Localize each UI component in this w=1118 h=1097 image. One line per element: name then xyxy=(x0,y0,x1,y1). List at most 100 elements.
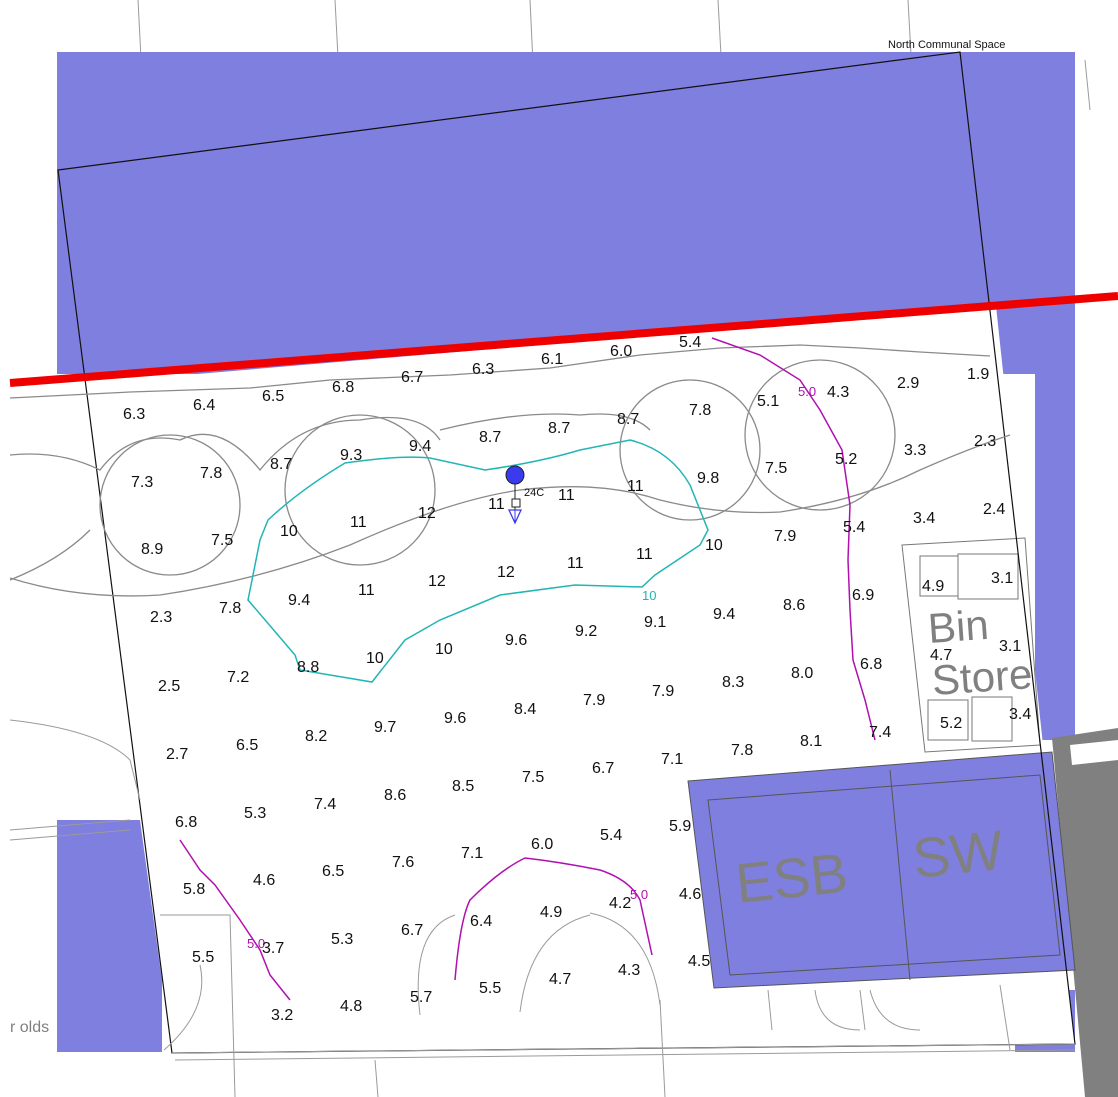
grid-value: 10 xyxy=(435,641,453,658)
red-boundary-line xyxy=(9,292,1118,387)
grid-value: 4.6 xyxy=(253,872,275,889)
grid-value: 1.9 xyxy=(967,366,989,383)
grid-value: 7.4 xyxy=(314,796,336,813)
grid-value: 6.4 xyxy=(193,397,215,414)
grid-value: 3.2 xyxy=(271,1007,293,1024)
grid-value: 11 xyxy=(358,582,375,599)
grid-value: 12 xyxy=(497,564,515,581)
grid-value: 2.4 xyxy=(983,501,1005,518)
grid-value: 4.7 xyxy=(930,647,952,664)
grid-value: 6.8 xyxy=(175,814,197,831)
grid-value: 6.8 xyxy=(860,656,882,673)
grid-value: 4.8 xyxy=(340,998,362,1015)
grid-value: 5.4 xyxy=(679,334,701,351)
grid-value: 8.7 xyxy=(479,429,501,446)
grid-value: 5.8 xyxy=(183,881,205,898)
grid-value: 5.4 xyxy=(600,827,622,844)
substation-block xyxy=(687,751,1076,989)
grid-value: 9.6 xyxy=(505,632,527,649)
grid-value: 6.8 xyxy=(332,379,354,396)
grid-value: 7.6 xyxy=(392,854,414,871)
shaded-zone-southwest xyxy=(57,820,162,1052)
grid-value: 8.7 xyxy=(617,411,639,428)
luminaire: 24C xyxy=(505,465,544,525)
grid-value: 8.2 xyxy=(305,728,327,745)
grid-value: 5.9 xyxy=(669,818,691,835)
grid-value: 6.3 xyxy=(472,361,494,378)
grid-value: 9.6 xyxy=(444,710,466,727)
grid-value: 11 xyxy=(567,555,584,572)
grid-value: 12 xyxy=(418,505,436,522)
grid-value: 7.9 xyxy=(583,692,605,709)
grid-value: 11 xyxy=(488,496,505,513)
grid-value: 8.1 xyxy=(800,733,822,750)
contour-line-5-west xyxy=(179,839,291,1001)
grid-value: 9.4 xyxy=(713,606,735,623)
grid-value: 11 xyxy=(350,514,367,531)
shaded-zone-east xyxy=(1035,300,1075,740)
grid-value: 6.4 xyxy=(470,913,492,930)
grid-value: 11 xyxy=(627,478,644,495)
grid-value: 9.7 xyxy=(374,719,396,736)
grid-value: 8.9 xyxy=(141,541,163,558)
grid-value: 8.0 xyxy=(791,665,813,682)
grid-value: 6.3 xyxy=(123,406,145,423)
grid-value: 9.4 xyxy=(409,438,431,455)
grid-value: 6.7 xyxy=(401,922,423,939)
grid-value: 4.9 xyxy=(540,904,562,921)
grid-value: 6.5 xyxy=(236,737,258,754)
grid-value: 7.5 xyxy=(211,532,233,549)
grid-value: 3.1 xyxy=(999,638,1021,655)
grid-value: 5.3 xyxy=(331,931,353,948)
north-communal-space-label: North Communal Space xyxy=(888,39,1005,51)
grid-value: 4.7 xyxy=(549,971,571,988)
grid-value: 8.7 xyxy=(270,456,292,473)
grid-value: 5.5 xyxy=(192,949,214,966)
grid-value: 11 xyxy=(636,546,653,563)
grid-value: 7.8 xyxy=(200,465,222,482)
grid-value: 7.5 xyxy=(522,769,544,786)
grey-wall xyxy=(1052,728,1118,1097)
grid-value: 7.2 xyxy=(227,669,249,686)
grid-value: 7.1 xyxy=(461,845,483,862)
grid-value: 4.3 xyxy=(618,962,640,979)
contour-label-5-south: 5.0 xyxy=(630,887,648,902)
grid-value: 2.5 xyxy=(158,678,180,695)
grid-value: 7.8 xyxy=(219,600,241,617)
grid-value: 9.8 xyxy=(697,470,719,487)
grid-value: 8.4 xyxy=(514,701,536,718)
grid-value: 5.7 xyxy=(410,989,432,1006)
grid-value: 9.2 xyxy=(575,623,597,640)
bottom-linework xyxy=(9,719,1076,1097)
grid-value: 5.5 xyxy=(479,980,501,997)
grid-value: 10 xyxy=(705,537,723,554)
grid-value: 2.9 xyxy=(897,375,919,392)
grid-value: 5.2 xyxy=(940,715,962,732)
grid-value: 3.3 xyxy=(904,442,926,459)
contour-line-10 xyxy=(247,439,709,683)
grid-value: 3.1 xyxy=(991,570,1013,587)
grid-value: 11 xyxy=(558,487,575,504)
grid-value: 4.3 xyxy=(827,384,849,401)
grid-value: 9.3 xyxy=(340,447,362,464)
grid-value: 5.1 xyxy=(757,393,779,410)
bin-store-label-line1: Bin xyxy=(926,601,990,652)
grid-value: 7.8 xyxy=(731,742,753,759)
grid-value: 8.8 xyxy=(297,659,319,676)
grid-value: 12 xyxy=(428,573,446,590)
grid-value: 8.6 xyxy=(783,597,805,614)
planting-linework xyxy=(9,344,1011,597)
sw-label: SW xyxy=(910,818,1006,890)
grid-value: 3.7 xyxy=(262,940,284,957)
grid-value: 8.7 xyxy=(548,420,570,437)
illuminance-grid-values: 5.4 6.0 6.1 6.3 6.7 6.8 6.5 6.4 6.3 1.9 … xyxy=(123,334,1031,1024)
contour-line-5-south xyxy=(454,857,653,981)
grid-value: 3.4 xyxy=(1009,706,1031,723)
grid-value: 10 xyxy=(280,523,298,540)
grid-value: 6.0 xyxy=(610,343,632,360)
grid-value: 3.4 xyxy=(913,510,935,527)
grid-value: 7.3 xyxy=(131,474,153,491)
contour-label-10: 10 xyxy=(642,588,656,603)
grid-value: 7.1 xyxy=(661,751,683,768)
